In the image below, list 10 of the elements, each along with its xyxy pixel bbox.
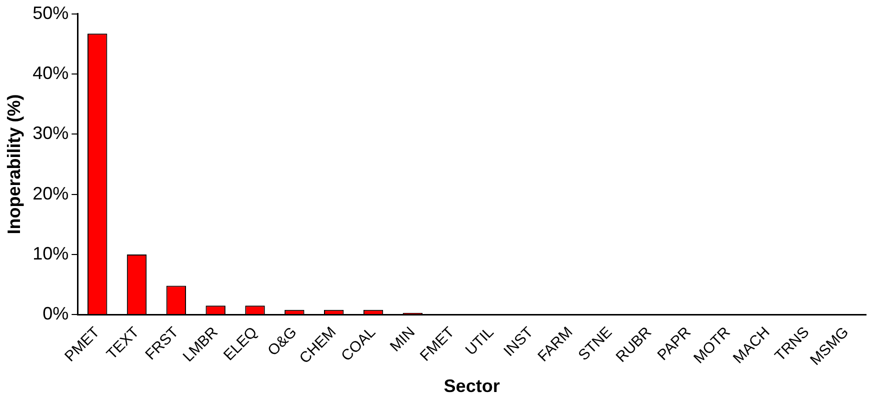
y-tick-label: 30%	[32, 123, 69, 144]
y-tick-label: 10%	[32, 243, 69, 264]
y-axis-title: Inoperability (%)	[4, 94, 24, 234]
x-tick-label: MIN	[386, 324, 418, 356]
x-tick-label: UTIL	[462, 324, 498, 359]
x-axis-title: Sector	[444, 376, 500, 396]
y-tick-label: 50%	[32, 2, 69, 23]
y-tick-label: 40%	[32, 62, 69, 83]
y-tick-label: 0%	[42, 304, 69, 324]
y-tick-label: 20%	[32, 183, 69, 204]
